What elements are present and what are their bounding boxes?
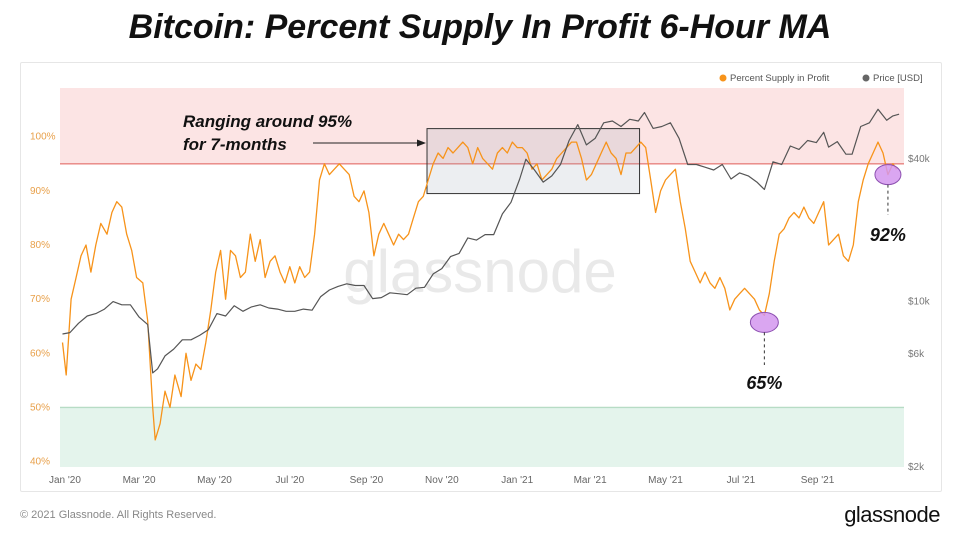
series-lines bbox=[61, 108, 900, 441]
axes: 40% 50% 60% 70% 80% 90% 100% $2k $6k $10k $40k Jan … bbox=[30, 132, 931, 486]
watermark: glassnode bbox=[343, 238, 617, 305]
current-point-marker bbox=[874, 164, 902, 186]
series-line-percent-supply bbox=[61, 141, 898, 441]
series-line-price bbox=[62, 108, 900, 374]
legend-marker-price bbox=[862, 74, 870, 82]
band-0 bbox=[60, 88, 904, 164]
x-tick-label: Nov '20 bbox=[425, 475, 459, 486]
current-point-label: 92% bbox=[870, 225, 906, 245]
y-left-tick-label: 100% bbox=[30, 132, 56, 143]
x-tick-label: Mar '20 bbox=[123, 475, 156, 486]
reference-lines bbox=[60, 163, 904, 409]
y-right-tick-label: $40k bbox=[908, 154, 931, 165]
y-left-tick-label: 70% bbox=[30, 294, 50, 305]
low-point-marker bbox=[749, 311, 779, 333]
annotation-arrow-head bbox=[417, 139, 426, 147]
ranging-highlight-box bbox=[426, 128, 641, 195]
x-tick-label: Sep '20 bbox=[350, 475, 384, 486]
legend-label-percent-supply: Percent Supply in Profit bbox=[730, 73, 830, 84]
glassnode-logo: glassnode bbox=[844, 502, 940, 527]
x-tick-label: Jan '20 bbox=[49, 475, 81, 486]
x-tick-label: May '21 bbox=[648, 475, 683, 486]
y-left-tick-label: 90% bbox=[30, 186, 50, 197]
y-left-tick-label: 80% bbox=[30, 240, 50, 251]
legend-marker-percent-supply bbox=[719, 74, 727, 82]
legend: Percent Supply in Profit Price [USD] bbox=[719, 73, 923, 84]
x-tick-label: Jan '21 bbox=[501, 475, 533, 486]
x-tick-label: Mar '21 bbox=[574, 475, 607, 486]
annotations: Ranging around 95% for 7-months 65% 92% bbox=[183, 112, 906, 393]
background-bands bbox=[60, 88, 904, 467]
y-left-tick-label: 50% bbox=[30, 402, 50, 413]
copyright-text: © 2021 Glassnode. All Rights Reserved. bbox=[20, 509, 217, 521]
chart-title: Bitcoin: Percent Supply In Profit 6-Hour… bbox=[128, 8, 832, 46]
x-tick-label: Sep '21 bbox=[801, 475, 835, 486]
annotation-ranging-line2: for 7-months bbox=[183, 135, 287, 154]
y-right-tick-label: $10k bbox=[908, 297, 931, 308]
x-tick-label: Jul '21 bbox=[727, 475, 756, 486]
x-tick-label: Jul '20 bbox=[276, 475, 305, 486]
highlight-box bbox=[426, 128, 641, 195]
y-left-tick-label: 60% bbox=[30, 348, 50, 359]
x-tick-label: May '20 bbox=[197, 475, 232, 486]
annotation-ranging-line1: Ranging around 95% bbox=[183, 112, 352, 131]
y-right-tick-label: $6k bbox=[908, 349, 925, 360]
band-1 bbox=[60, 407, 904, 467]
low-point-label: 65% bbox=[746, 373, 782, 393]
y-right-tick-label: $2k bbox=[908, 462, 925, 473]
legend-label-price: Price [USD] bbox=[873, 73, 923, 84]
y-left-tick-label: 40% bbox=[30, 457, 50, 468]
